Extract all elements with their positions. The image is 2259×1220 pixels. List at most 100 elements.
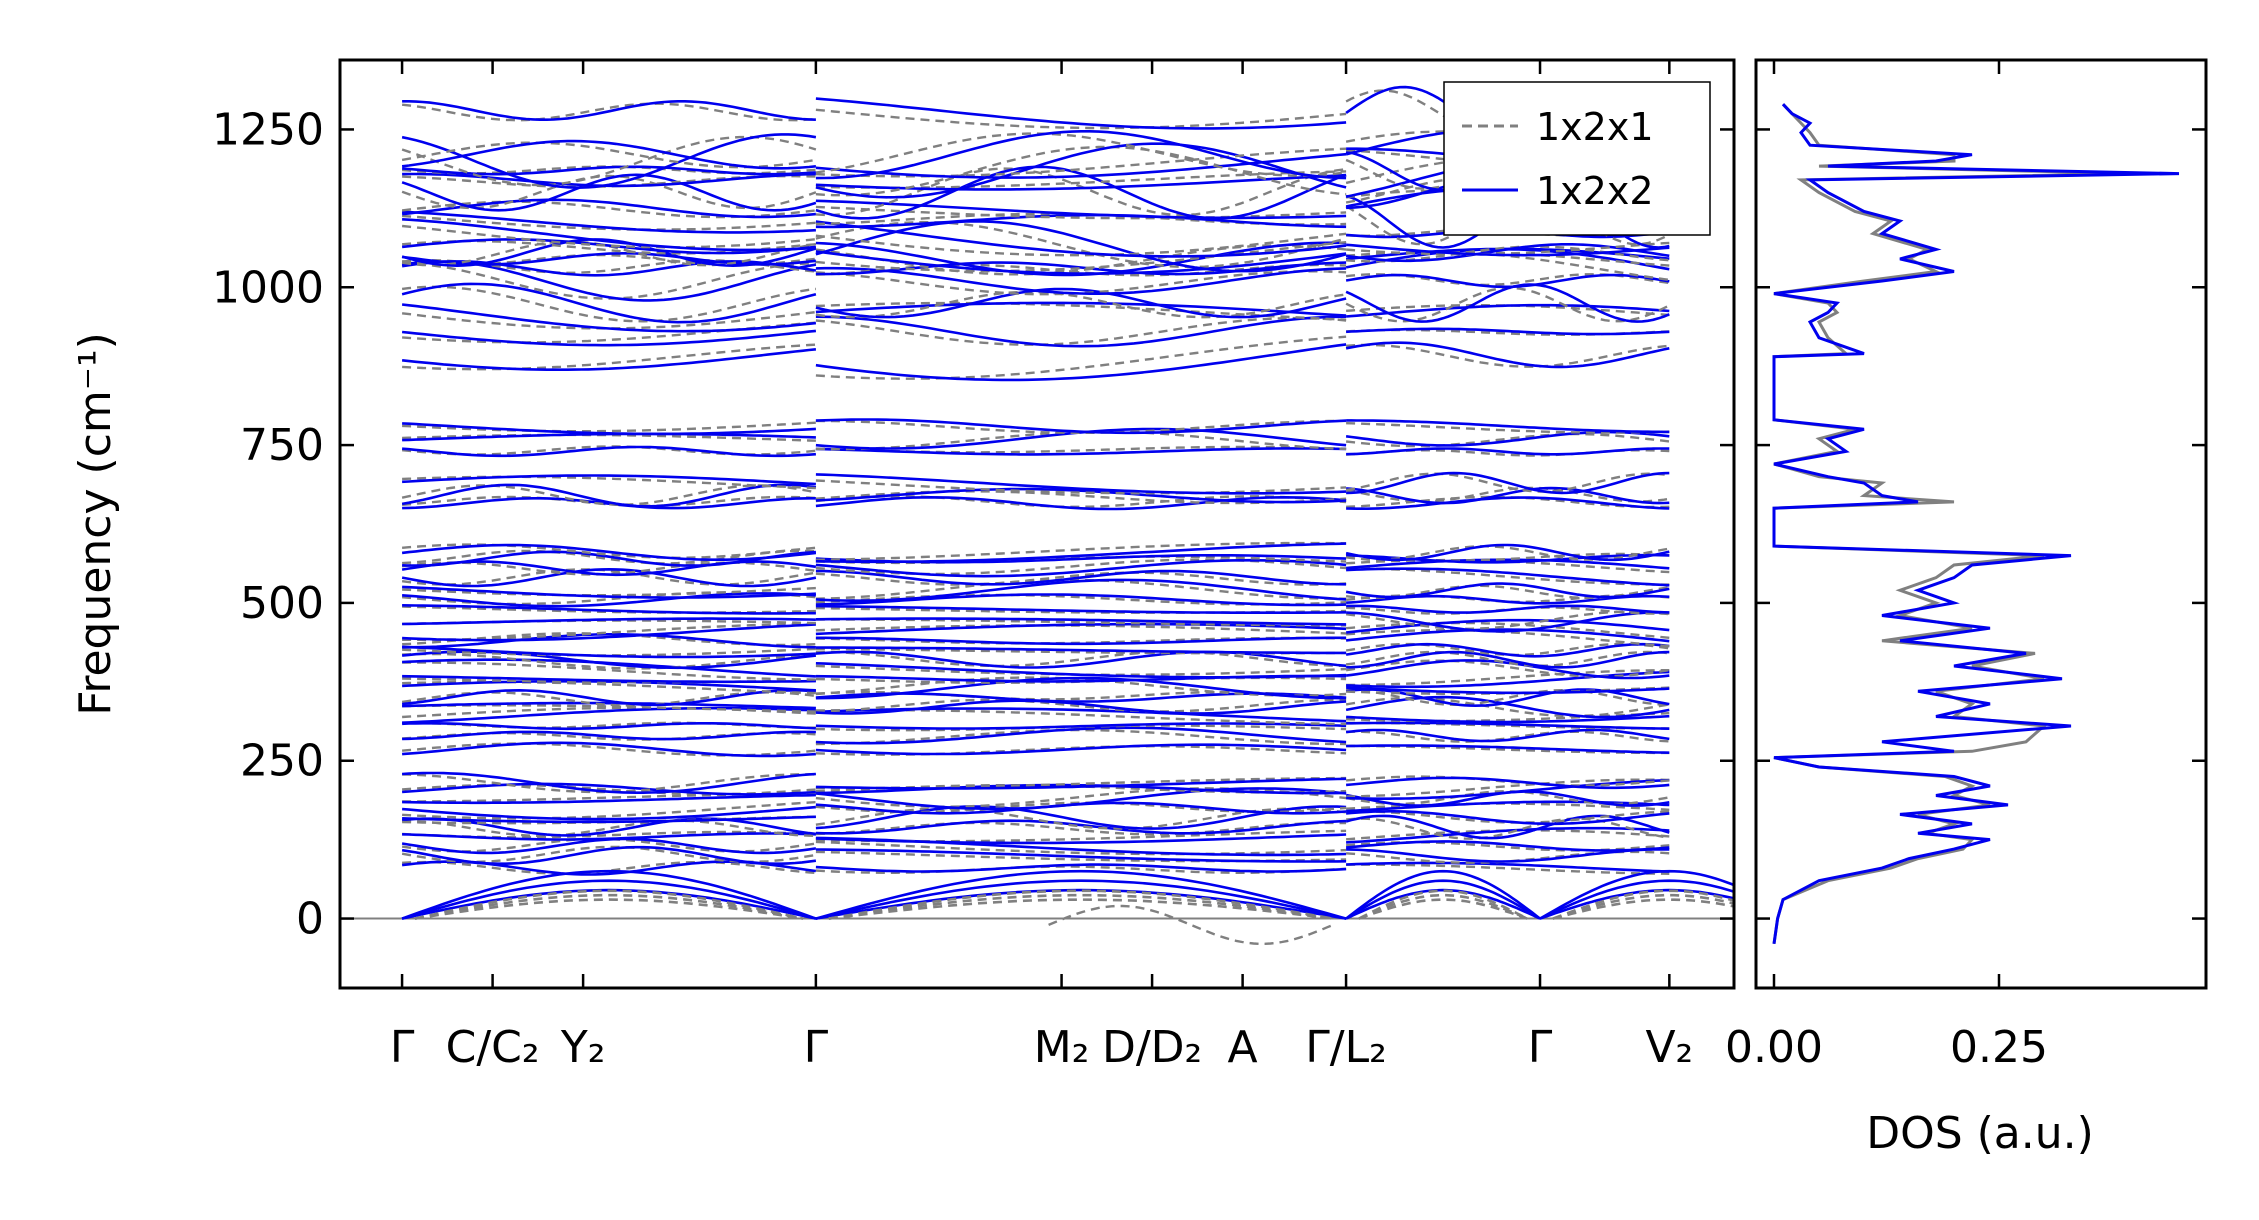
band-1x2x1	[815, 708, 1347, 726]
band-1x2x2	[815, 130, 1347, 180]
band-1x2x2	[1346, 419, 1670, 434]
acoustic-branch-1x2x1	[1358, 889, 1528, 920]
band-1x2x2	[1346, 714, 1670, 724]
band-1x2x1	[402, 421, 816, 433]
band-1x2x2	[1346, 776, 1670, 790]
band-1x2x1	[1346, 606, 1670, 615]
legend-box	[1443, 81, 1711, 236]
band-1x2x1	[815, 571, 1347, 586]
band-1x2x2	[815, 569, 1347, 586]
band-1x2x2	[815, 266, 1347, 295]
band-1x2x2	[1346, 496, 1670, 510]
x-tick-label: Γ/L₂	[1305, 1022, 1387, 1073]
band-1x2x1	[815, 840, 1347, 856]
dos-frame	[1754, 58, 2208, 990]
y-tick-label: 0	[296, 894, 324, 945]
band-1x2x1	[815, 479, 1347, 495]
band-1x2x2	[815, 636, 1347, 646]
band-1x2x2	[402, 832, 816, 841]
acoustic-branch-1x2x1	[828, 893, 1334, 920]
band-1x2x1	[1346, 669, 1670, 687]
acoustic-branch-1x2x1	[1358, 893, 1528, 920]
band-1x2x1	[401, 224, 817, 249]
band-1x2x1	[1346, 778, 1670, 798]
legend: 1x2x1 1x2x2	[1443, 81, 1711, 236]
band-1x2x1	[1346, 422, 1670, 434]
band-1x2x1	[815, 618, 1347, 627]
band-1x2x1	[402, 792, 816, 803]
dos-line-1x2x1	[1772, 103, 2135, 945]
band-1x2x1	[1346, 621, 1670, 639]
band-1x2x2	[815, 578, 1347, 602]
band-1x2x2	[1346, 686, 1670, 695]
band-1x2x1	[1346, 689, 1670, 706]
dos-line-1x2x2	[1772, 103, 2180, 945]
band-1x2x1	[402, 773, 816, 794]
band-1x2x1	[815, 555, 1347, 565]
band-1x2x2	[402, 422, 816, 436]
band-1x2x1	[1346, 686, 1670, 695]
band-1x2x1	[815, 108, 1347, 130]
band-1x2x1	[1346, 730, 1670, 743]
band-1x2x2	[402, 218, 816, 252]
band-1x2x2	[402, 592, 816, 608]
band-1x2x1	[402, 495, 816, 507]
band-1x2x2	[1345, 642, 1670, 658]
band-1x2x2	[1346, 611, 1670, 633]
band-1x2x2	[1346, 721, 1670, 730]
band-1x2x1	[815, 445, 1347, 454]
band-1x2x2	[1346, 303, 1670, 318]
acoustic-branch-1x2x2	[1345, 869, 1541, 920]
band-1x2x1	[815, 829, 1347, 843]
band-1x2x2	[1346, 604, 1670, 614]
band-1x2x2	[401, 483, 817, 508]
y-axis-ticks: 0 250 500 750 1000 1250	[212, 104, 1734, 945]
band-1x2x1	[401, 102, 816, 122]
band-1x2x1	[815, 787, 1347, 808]
band-1x2x2	[1345, 283, 1670, 323]
band-1x2x1	[1346, 810, 1670, 824]
band-1x2x2	[1346, 447, 1670, 456]
band-1x2x2	[1345, 628, 1670, 643]
band-1x2x1	[401, 135, 817, 187]
band-1x2x1	[815, 676, 1347, 697]
band-1x2x1	[402, 433, 816, 442]
band-1x2x2	[1345, 243, 1670, 263]
band-1x2x1	[1346, 863, 1670, 875]
band-1x2x2	[815, 219, 1347, 273]
band-1x2x1	[402, 815, 816, 825]
band-1x2x2	[815, 165, 1347, 220]
band-1x2x1	[401, 240, 817, 267]
x-tick-label: A	[1228, 1022, 1258, 1073]
band-1x2x1	[1345, 696, 1670, 718]
band-1x2x1	[1345, 817, 1670, 840]
legend-label-1x2x2: 1x2x2	[1536, 169, 1654, 213]
band-structure-frame	[338, 58, 1736, 990]
band-1x2x2	[402, 474, 816, 486]
band-1x2x2	[401, 260, 817, 302]
band-1x2x2	[1345, 618, 1670, 634]
band-1x2x1	[402, 860, 816, 875]
band-1x2x1	[815, 698, 1347, 713]
band-1x2x1	[401, 543, 817, 560]
band-1x2x2	[1345, 814, 1670, 840]
band-1x2x1	[815, 541, 1347, 561]
band-1x2x1	[815, 776, 1347, 790]
dos-x-ticks: 0.00 0.25	[1725, 60, 2048, 1073]
band-1x2x1	[402, 605, 816, 614]
band-1x2x2	[1346, 558, 1670, 570]
x-tick-label: D/D₂	[1102, 1022, 1202, 1073]
acoustic-branch-1x2x1	[1358, 898, 1528, 920]
band-1x2x1	[401, 568, 817, 586]
band-1x2x2	[815, 487, 1347, 504]
x-tick-label: V₂	[1645, 1022, 1693, 1073]
band-1x2x1	[815, 650, 1347, 668]
band-1x2x2	[815, 301, 1347, 317]
acoustic-branch-1x2x1	[1552, 889, 1734, 920]
dos-panel: 0.00 0.25 DOS (a.u.)	[1725, 58, 2208, 1159]
band-1x2x1	[815, 664, 1347, 676]
band-1x2x2	[1346, 327, 1670, 336]
band-1x2x2	[401, 139, 817, 170]
band-1x2x1	[1346, 241, 1670, 256]
band-1x2x2	[815, 646, 1347, 655]
